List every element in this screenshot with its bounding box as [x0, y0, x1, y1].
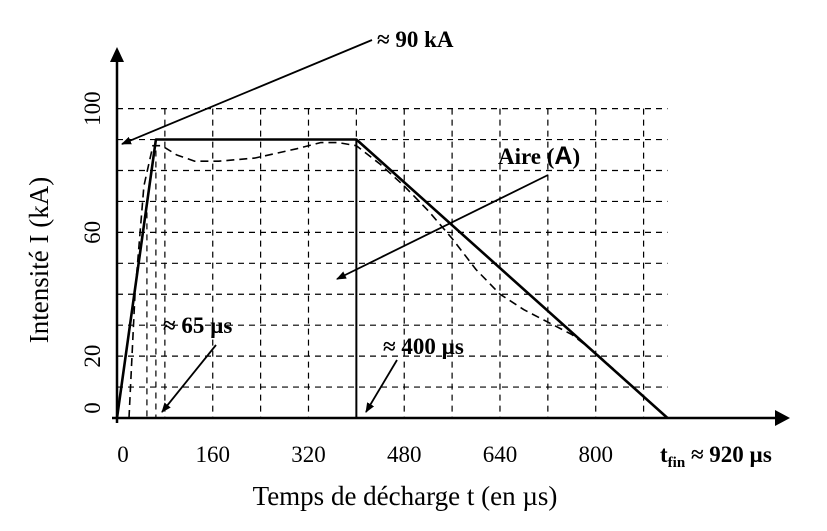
plateau-end-annotation: ≈ 400 µs: [383, 334, 464, 359]
area-annotation: Aire (A): [498, 142, 580, 170]
area-label-letter: A: [554, 142, 572, 170]
t-end-label-rest: ≈ 920 µs: [685, 442, 772, 467]
rise-time-annotation: ≈ 65 µs: [163, 313, 232, 338]
grid: [117, 107, 668, 418]
y-axis-label: Intensité I (kA): [24, 177, 54, 343]
x-axis-label: Temps de décharge t (en µs): [253, 481, 558, 511]
area-label-close: ): [572, 144, 580, 169]
y-tick-label: 60: [80, 221, 105, 244]
x-tick-label: 160: [195, 442, 230, 467]
peak-arrow: [121, 39, 373, 145]
t-end-label-sub: fin: [668, 455, 686, 471]
x-axis-arrowhead: [775, 410, 790, 426]
area-arrow: [336, 174, 549, 280]
x-tick-label: 320: [291, 442, 326, 467]
x-tick-label: 480: [387, 442, 422, 467]
y-tick-label: 100: [80, 91, 105, 126]
rise-time-arrow: [161, 344, 217, 413]
peak-annotation: ≈ 90 kA: [377, 27, 454, 52]
x-tick-label: 640: [483, 442, 518, 467]
measured-current-curve: [128, 141, 669, 419]
y-tick-label: 0: [80, 402, 105, 414]
x-tick-label: 800: [578, 442, 613, 467]
series: [115, 138, 669, 419]
y-axis-arrowhead: [110, 47, 124, 62]
t-end-annotation: tfin ≈ 920 µs: [660, 442, 772, 471]
x-tick-label: 0: [117, 442, 129, 467]
idealized-current-curve: [115, 138, 669, 419]
plateau-end-arrow: [365, 359, 398, 413]
tick-labels: 0 160 320 480 640 800 0 20 60 100: [80, 91, 613, 467]
y-tick-label: 20: [80, 345, 105, 368]
t-end-label-t: t: [660, 442, 668, 467]
area-label-main: Aire (: [498, 144, 554, 169]
